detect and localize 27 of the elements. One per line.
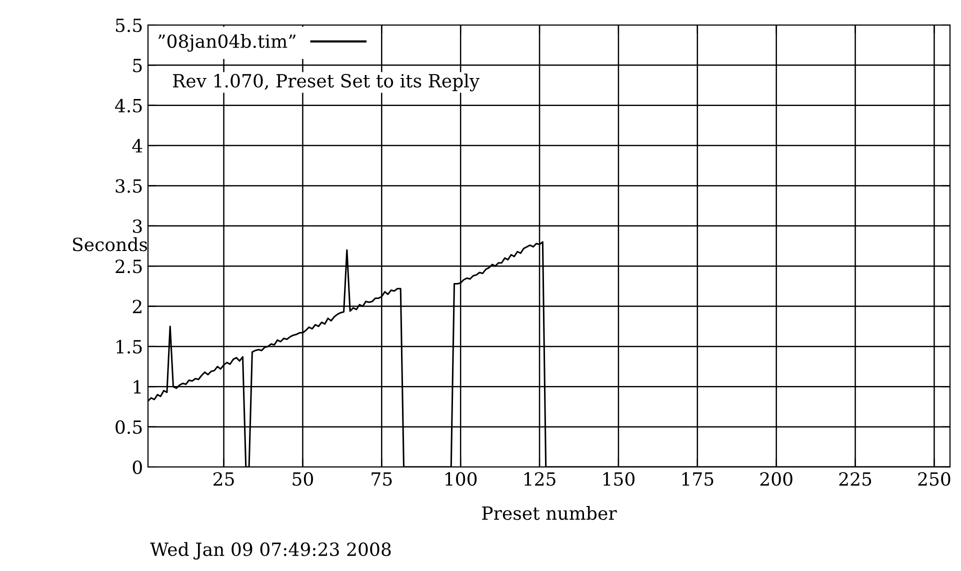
- x-tick-label: 250: [918, 472, 950, 486]
- x-tick-label: 25: [214, 472, 234, 486]
- y-tick-label: 0: [132, 460, 142, 474]
- y-tick-label: 1.5: [116, 340, 142, 354]
- x-tick-label: 200: [760, 472, 792, 486]
- y-tick-label: 0.5: [116, 420, 142, 434]
- y-tick-label: 2.5: [116, 260, 142, 274]
- y-tick-label: 2: [132, 300, 142, 314]
- x-tick-label: 75: [372, 472, 392, 486]
- x-tick-label: 125: [524, 472, 556, 486]
- x-tick-label: 50: [292, 472, 314, 486]
- legend-label: ”08jan04b.tim”: [158, 34, 296, 52]
- text: Wed Jan 09 07:49:23 2008: [150, 542, 391, 560]
- y-tick-label: 1: [134, 380, 141, 394]
- y-tick-label: 5: [133, 58, 142, 72]
- y-tick-label: 3.5: [116, 179, 142, 193]
- text: Rev 1.070, Preset Set to its Reply: [173, 74, 480, 92]
- y-tick-label: 4.5: [114, 98, 142, 112]
- y-axis-title: Seconds: [73, 237, 148, 252]
- y-tick-label: 3: [133, 219, 142, 234]
- y-tick-label: 5.5: [116, 18, 142, 32]
- x-axis-title: Preset number: [482, 506, 617, 520]
- x-tick-label: 100: [446, 472, 477, 486]
- y-tick-label: 4: [132, 139, 142, 152]
- x-tick-label: 175: [682, 472, 714, 486]
- x-tick-label: 225: [839, 472, 872, 486]
- x-tick-label: 150: [603, 472, 634, 486]
